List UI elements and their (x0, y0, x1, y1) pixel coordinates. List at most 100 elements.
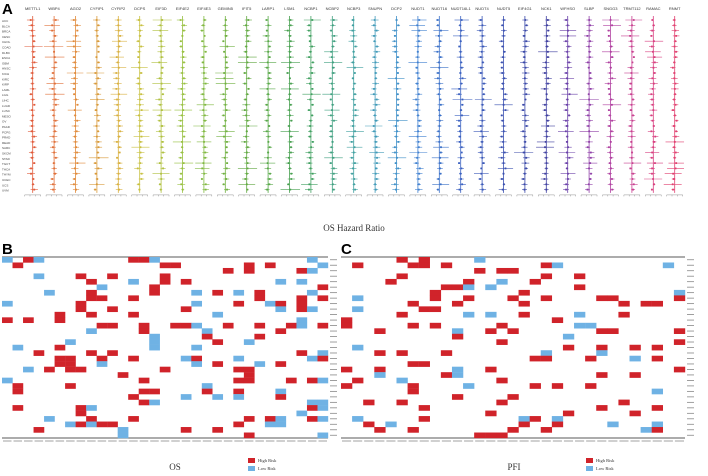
high-risk-cell (75, 300, 87, 307)
hr-point (330, 135, 333, 138)
cancer-label: PAAD (2, 125, 11, 129)
hr-point (52, 114, 55, 117)
high-risk-cell (243, 377, 255, 384)
high-risk-cell (86, 350, 97, 356)
hr-point (351, 40, 354, 43)
hr-point (439, 98, 442, 101)
hr-point (94, 188, 96, 191)
forest-plot-panel: ACCBLCABRCACESCCHOLCOADDLBCESCAGBMHNSCKI… (2, 6, 685, 197)
hr-point (246, 146, 249, 149)
cancer-label: KIRP (2, 83, 9, 87)
hr-point (54, 82, 56, 85)
hr-point (204, 188, 207, 191)
high-risk-cell (673, 328, 686, 334)
hr-point (437, 178, 440, 180)
hr-point (351, 19, 354, 21)
cancer-label: KIRC (2, 77, 10, 81)
hr-point (353, 146, 356, 149)
hr-point (97, 77, 100, 80)
hr-point (608, 114, 611, 117)
gene-name: DCP2 (391, 6, 402, 11)
high-risk-cell (529, 416, 541, 422)
hr-point (650, 156, 653, 159)
low-risk-cell (306, 267, 318, 274)
hr-point (437, 130, 440, 133)
hr-point (459, 35, 462, 37)
hr-point (632, 183, 635, 186)
hr-point (201, 178, 203, 180)
high-risk-cell (651, 427, 664, 433)
gene-name: LARP1 (262, 6, 275, 11)
hr-point (546, 50, 549, 53)
high-risk-cell (651, 355, 664, 362)
hr-point (310, 146, 313, 149)
low-risk-cell (496, 278, 508, 285)
hr-point (182, 50, 185, 53)
hr-point (73, 135, 76, 138)
hr-point (482, 98, 485, 101)
hr-point (309, 98, 312, 101)
hr-point (394, 50, 397, 53)
hr-point (116, 103, 119, 106)
high-risk-cell (407, 383, 419, 389)
hr-point (54, 98, 57, 101)
hr-point (243, 72, 246, 74)
hr-point (588, 119, 591, 122)
high-risk-cell (562, 410, 575, 417)
hr-point (222, 93, 225, 96)
high-risk-cell (607, 328, 619, 334)
high-risk-cell (374, 366, 386, 373)
hr-point (524, 88, 527, 90)
hr-point (418, 183, 420, 186)
hr-point (652, 109, 655, 111)
hr-point (352, 98, 355, 101)
hr-point (459, 40, 462, 43)
hr-point (416, 103, 419, 106)
hr-point (119, 130, 122, 133)
hr-point (29, 19, 32, 21)
hr-point (650, 35, 653, 37)
high-risk-cell (673, 339, 686, 345)
hr-point (203, 98, 206, 101)
hr-point (395, 19, 398, 21)
hr-point (482, 88, 484, 90)
hr-point (460, 178, 462, 180)
hr-point (226, 141, 228, 143)
low-risk-cell (86, 328, 97, 334)
hr-point (544, 151, 547, 154)
high-risk-cell (107, 273, 118, 280)
hr-point (439, 88, 442, 90)
high-risk-cell (407, 322, 419, 329)
hr-point (72, 19, 75, 21)
hr-point (31, 109, 33, 111)
hr-point (459, 50, 462, 53)
hr-point (137, 40, 140, 43)
low-risk-cell (474, 257, 486, 263)
hr-point (309, 156, 311, 159)
hr-point (289, 56, 292, 58)
hr-point (460, 167, 463, 170)
hr-point (416, 156, 419, 159)
hr-point (501, 88, 504, 90)
high-risk-cell (243, 432, 255, 439)
low-risk-cell (317, 405, 329, 411)
hr-point (74, 66, 77, 69)
low-risk-cell (44, 289, 55, 296)
hr-point (117, 24, 120, 27)
high-risk-cell (191, 355, 203, 362)
hr-point (76, 162, 79, 164)
low-risk-cell (317, 432, 329, 439)
hr-point (459, 172, 462, 175)
high-risk-cell (233, 388, 245, 395)
hr-point (330, 146, 333, 149)
hr-point (223, 156, 226, 159)
hr-point (459, 72, 462, 74)
hr-point (566, 151, 568, 154)
low-risk-cell (317, 262, 329, 269)
hr-point (393, 183, 396, 186)
cancer-label: TGCT (2, 162, 10, 166)
hr-point (287, 162, 290, 164)
hr-point (651, 119, 654, 122)
low-risk-cell (275, 278, 287, 285)
high-risk-cell (12, 383, 24, 389)
